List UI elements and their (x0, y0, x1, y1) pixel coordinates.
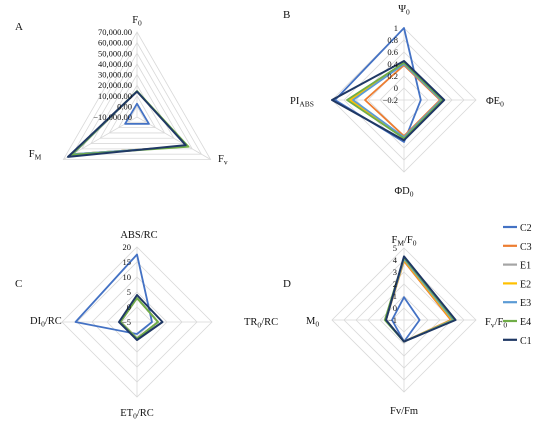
panel-letter: A (15, 21, 23, 33)
tick-label: 0 (393, 303, 397, 313)
series-line-C1 (66, 90, 187, 158)
tick-label: 0.2 (387, 71, 398, 81)
grid-ring (71, 41, 203, 155)
axis-label: FM (29, 149, 42, 162)
tick-label: 0 (394, 83, 398, 93)
tick-label: 1 (394, 23, 398, 33)
tick-label: 30,000.00 (98, 70, 132, 80)
axis-label: TR0/RC (244, 317, 278, 330)
tick-label: 20 (123, 242, 132, 252)
legend-item-E4: E4 (503, 317, 531, 328)
grid-ring (117, 94, 157, 129)
tick-label: 4 (393, 255, 398, 265)
series-line-C1 (385, 255, 457, 343)
legend-label: C1 (520, 336, 532, 347)
grid-ring (62, 31, 212, 160)
tick-label: 10 (123, 272, 132, 282)
legend-item-E2: E2 (503, 279, 531, 290)
tick-label: −10,000.00 (93, 112, 132, 122)
tick-label: 2 (393, 279, 397, 289)
series-line-C2 (74, 253, 153, 335)
series-line-C1 (331, 60, 446, 142)
axis-label: M0 (306, 316, 319, 329)
tick-label: 5 (127, 287, 131, 297)
tick-label: 40,000.00 (98, 59, 132, 69)
axis-label: Fv/Fm (390, 406, 418, 417)
tick-label: −1 (388, 315, 397, 325)
legend-item-E1: E1 (503, 261, 531, 272)
legend-label: C2 (520, 223, 532, 234)
axis-label: ΦD0 (394, 186, 413, 199)
grid-ring (108, 84, 166, 134)
tick-label: −5 (122, 317, 131, 327)
legend: C2 C3 E1 E2 E3 E4 C1 (503, 223, 532, 347)
legend-item-E3: E3 (503, 298, 531, 309)
panel-letter: B (283, 9, 290, 21)
axis-label: ET0/RC (120, 408, 154, 421)
tick-label: 0.6 (387, 47, 398, 57)
tick-label: 70,000.00 (98, 27, 132, 37)
tick-label: 10,000.00 (98, 91, 132, 101)
tick-label: 20,000.00 (98, 80, 132, 90)
tick-label: 0 (127, 302, 131, 312)
panel-letter: D (283, 278, 291, 290)
grid-ring (99, 73, 175, 139)
panel-letter: C (15, 278, 22, 290)
panel-A: −10,000.000.0010,000.0020,000.0030,000.0… (15, 15, 228, 167)
legend-label: C3 (520, 242, 532, 253)
panel-B: −0.2 0 0.2 0.4 0.6 0.8 1Ψ0 ΦE0 ΦD0 PIABS B (283, 4, 504, 199)
series-line-E4 (346, 61, 444, 140)
axis-label: Fv/F0 (485, 317, 507, 330)
tick-label: 15 (123, 257, 132, 267)
legend-item-C1: C1 (503, 336, 532, 347)
axis-label: DI0/RC (30, 316, 62, 329)
axis-label: PIABS (290, 96, 314, 109)
radar-panels: −10,000.000.0010,000.0020,000.0030,000.0… (15, 4, 507, 421)
axis-label: Ψ0 (398, 4, 410, 17)
legend-item-C3: C3 (503, 242, 532, 253)
legend-label: E3 (520, 298, 531, 309)
legend-item-C2: C2 (503, 223, 532, 234)
tick-label: 60,000.00 (98, 38, 132, 48)
legend-label: E2 (520, 279, 531, 290)
grid-ring (90, 63, 184, 144)
tick-label: −0.2 (383, 95, 398, 105)
axis-label: Fv (218, 154, 228, 167)
tick-label: 1 (393, 291, 397, 301)
grid-ring (127, 105, 147, 123)
tick-label: 50,000.00 (98, 48, 132, 58)
tick-label: 5 (393, 243, 397, 253)
axis-label: ΦE0 (486, 96, 504, 109)
tick-label: 0.00 (117, 101, 132, 111)
axis-label: ABS/RC (120, 230, 157, 241)
legend-label: E4 (520, 317, 531, 328)
tick-label: 0.8 (387, 35, 398, 45)
tick-label: 0.4 (387, 59, 398, 69)
axis-label: F0 (132, 15, 142, 28)
series-line-E4 (119, 297, 159, 340)
tick-label: 3 (393, 267, 397, 277)
legend-label: E1 (520, 261, 531, 272)
series-line-C2 (124, 102, 150, 125)
axis-label: FM/F0 (391, 235, 416, 248)
panel-D: −1 0 1 2 3 4 5FM/F0 Fv/F0 Fv/Fm M0 D (283, 235, 507, 417)
series-line-C1 (118, 294, 164, 341)
